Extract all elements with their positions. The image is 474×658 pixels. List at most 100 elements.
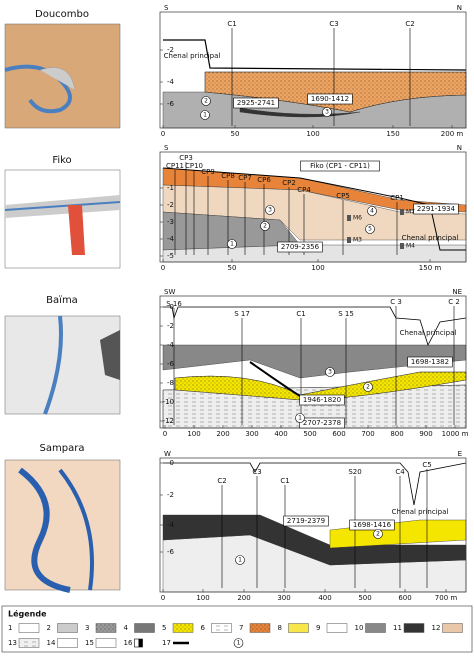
channel-label: Chenal principal — [402, 234, 459, 242]
y-tick-label: 0 — [170, 459, 174, 467]
x-tick-label: 500 — [303, 430, 316, 438]
x-tick-label: 100 — [196, 594, 209, 602]
x-tick-label: 300 — [245, 430, 258, 438]
x-tick-label: 0 — [161, 264, 165, 272]
section-title-box — [300, 160, 380, 172]
legend-number: 1 — [8, 624, 12, 632]
x-tick-label: 200 — [237, 594, 250, 602]
core-label: S20 — [348, 468, 361, 476]
legend-number: 12 — [432, 624, 441, 632]
legend-swatch — [365, 623, 386, 633]
core-label: S 17 — [234, 310, 250, 318]
maps — [4, 23, 121, 593]
x-tick-label: 0 — [161, 130, 165, 138]
y-tick-label: -2 — [167, 322, 174, 330]
legend-symbol-circle — [233, 638, 244, 648]
y-tick-label: -4 — [167, 235, 175, 243]
x-tick-label: 800 — [390, 430, 403, 438]
section-frame — [159, 151, 467, 263]
legend-number: 13 — [8, 639, 17, 647]
orientation-left: W — [164, 450, 171, 458]
legend-pattern — [211, 623, 232, 633]
legend-number: 17 — [162, 639, 171, 647]
legend-pattern — [96, 623, 116, 633]
x-tick-label: 500 — [358, 594, 371, 602]
date-label: 2709-2356 — [281, 243, 320, 251]
unit-number: 1 — [238, 557, 242, 564]
date-label: 1698-1416 — [353, 521, 392, 529]
date-label-box — [233, 97, 279, 109]
core-label: C1 — [280, 477, 289, 485]
orientation-right: N — [457, 4, 462, 12]
x-tick-label: 700 m — [435, 594, 458, 602]
date-label-box — [349, 519, 395, 531]
legend-number: 9 — [316, 624, 320, 632]
legend-swatch — [326, 623, 348, 633]
unit-circle — [227, 239, 237, 249]
date-label-box — [299, 394, 345, 406]
x-tick-label: 50 — [228, 264, 237, 272]
x-tick-label: 150 m — [419, 264, 442, 272]
core-label: CP7 — [238, 174, 252, 182]
orientation-right: E — [458, 450, 462, 458]
legend-swatch — [403, 623, 425, 633]
unit-number: 2 — [204, 98, 208, 105]
core-label: CP8 — [221, 172, 235, 180]
legend-symbol: 1 — [237, 640, 241, 647]
core-label: C1 — [227, 20, 236, 28]
core-label: C3 — [252, 468, 261, 476]
x-tick-label: 100 — [306, 130, 319, 138]
x-tick-label: 50 — [231, 130, 240, 138]
core-label: CP3 — [179, 154, 193, 162]
legend-number: 8 — [278, 624, 282, 632]
unit-number: 2 — [376, 531, 380, 538]
site-name: Fiko — [52, 155, 71, 166]
y-tick-label: -4 — [167, 78, 175, 86]
x-tick-label: 200 m — [441, 130, 464, 138]
orientation-left: SW — [164, 288, 175, 296]
site-name: Baïma — [46, 295, 78, 306]
legend-swatch — [288, 623, 309, 633]
legend-number: 14 — [47, 639, 56, 647]
core-label: CP1 — [390, 194, 404, 202]
core-label: CP11 — [166, 162, 184, 170]
unit-number: 3 — [268, 207, 272, 214]
date-label: 2291-1934 — [417, 205, 456, 213]
unit-number: 2 — [263, 223, 267, 230]
site-name: Sampara — [40, 443, 85, 454]
x-tick-label: 700 — [361, 430, 374, 438]
unit-number: 3 — [328, 369, 332, 376]
core-label: CP10 — [185, 162, 203, 170]
core-label: C 2 — [448, 298, 460, 306]
date-label: 1690-1412 — [311, 95, 349, 103]
core-label: CP4 — [297, 186, 311, 194]
unit-circle — [235, 555, 245, 565]
date-label: 2925-2741 — [237, 99, 275, 107]
marker-sample — [400, 243, 404, 249]
unit-number: 3 — [325, 109, 329, 116]
legend-number: 6 — [201, 624, 206, 632]
legend-number: 5 — [162, 624, 166, 632]
legend-swatch — [18, 623, 40, 633]
y-tick-label: -2 — [167, 46, 174, 54]
core-label: C 3 — [390, 298, 402, 306]
y-tick-label: -12 — [163, 417, 174, 425]
legend-number: 11 — [393, 624, 402, 632]
core-label: S 15 — [338, 310, 354, 318]
legend-number: 16 — [124, 639, 133, 647]
y-tick-label: -10 — [163, 398, 174, 406]
orientation-right: NE — [452, 288, 462, 296]
legend-swatch — [95, 638, 117, 648]
channel-label: Chenal principal — [392, 508, 449, 516]
legend-pattern — [173, 623, 193, 633]
legend-number: 2 — [47, 624, 51, 632]
y-tick-label: -3 — [167, 218, 174, 226]
marker-sample — [347, 237, 351, 243]
y-tick-label: -6 — [167, 548, 175, 556]
x-tick-label: 1000 m — [442, 430, 469, 438]
date-label: 1698-1382 — [411, 358, 449, 366]
unit-circle — [201, 96, 211, 106]
legend-number: 15 — [85, 639, 94, 647]
date-label-box — [413, 203, 459, 215]
marker-label: M3 — [353, 237, 362, 244]
